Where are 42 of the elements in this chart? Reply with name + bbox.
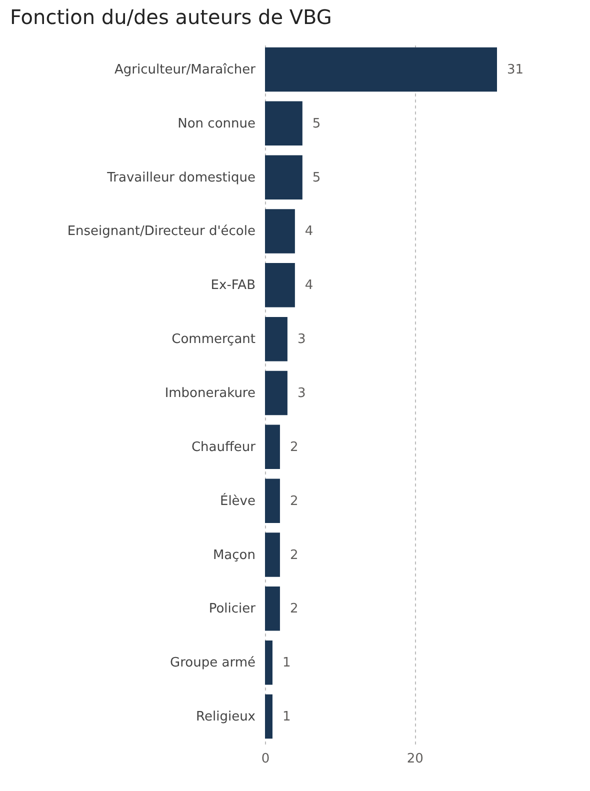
bar — [265, 316, 288, 362]
bar — [265, 370, 288, 416]
y-tick-label: Enseignant/Directeur d'école — [67, 224, 256, 240]
data-label: 4 — [304, 224, 314, 240]
bar — [265, 640, 272, 685]
bar — [265, 263, 295, 308]
data-label: 2 — [290, 494, 298, 509]
bar — [265, 155, 302, 200]
bar — [265, 532, 280, 577]
data-label: 3 — [297, 386, 306, 401]
y-tick-label: Policier — [208, 602, 256, 617]
data-label: 2 — [290, 440, 298, 455]
data-label: 3 — [297, 332, 306, 348]
data-label: 4 — [304, 278, 314, 294]
data-label: 1 — [282, 710, 291, 724]
y-tick-label: Travailleur domestique — [106, 170, 256, 186]
y-tick-label: Groupe armé — [170, 656, 256, 671]
chart-title: Fonction du/des auteurs de VBG — [10, 5, 332, 29]
y-tick-label: Religieux — [196, 710, 256, 724]
bar — [265, 694, 272, 739]
bar — [265, 209, 295, 254]
y-tick-label: Agriculteur/Maraîcher — [114, 62, 256, 78]
data-label: 5 — [312, 170, 321, 186]
y-tick-label: Commerçant — [172, 332, 256, 348]
data-label: 2 — [290, 602, 298, 617]
bar — [265, 47, 497, 92]
y-tick-label: Imbonerakure — [164, 386, 256, 401]
x-tick-label: 0 — [261, 752, 270, 766]
data-label: 1 — [282, 656, 291, 671]
y-tick-label: Élève — [220, 492, 256, 509]
bar — [265, 478, 280, 523]
bar — [265, 586, 280, 631]
x-tick-label: 20 — [406, 752, 424, 766]
y-tick-label: Maçon — [212, 548, 256, 563]
y-tick-label: Chauffeur — [191, 440, 256, 455]
data-label: 2 — [290, 548, 298, 563]
data-label: 5 — [312, 116, 321, 132]
y-tick-label: Non connue — [178, 116, 256, 132]
bar — [265, 424, 280, 470]
bar — [265, 101, 302, 146]
y-tick-label: Ex-FAB — [210, 278, 256, 294]
data-label: 31 — [507, 62, 524, 78]
